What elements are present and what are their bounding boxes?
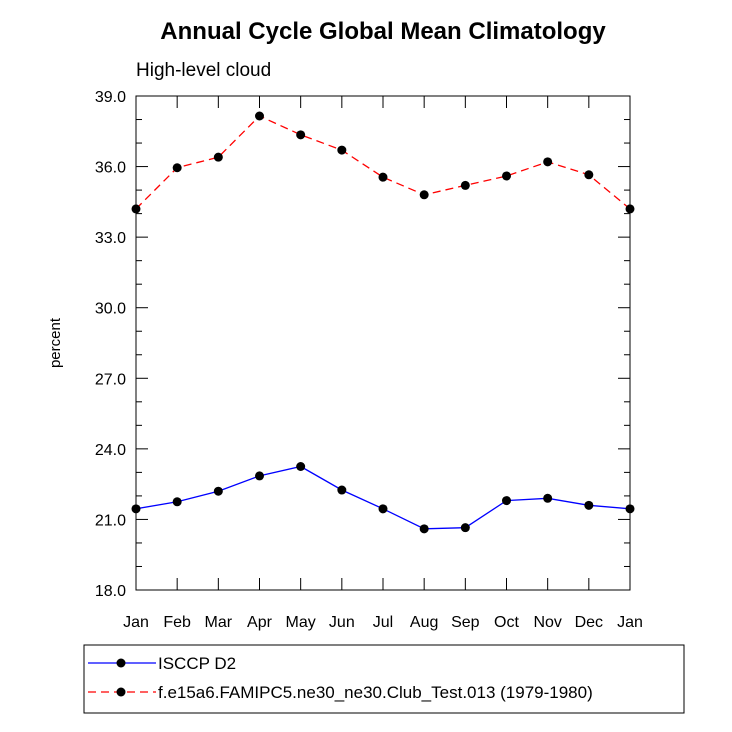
- y-tick-label: 18.0: [95, 583, 126, 600]
- x-tick-label: Sep: [451, 614, 480, 631]
- data-point: [213, 152, 223, 162]
- legend: ISCCP D2 f.e15a6.FAMIPC5.ne30_ne30.Club_T…: [88, 654, 593, 702]
- x-tick-label: Apr: [247, 614, 273, 631]
- x-tick-label: Nov: [533, 614, 561, 631]
- data-point: [378, 504, 388, 514]
- data-point: [337, 145, 347, 155]
- x-tick-label: Dec: [575, 614, 603, 631]
- legend-label-2: f.e15a6.FAMIPC5.ne30_ne30.Club_Test.013 …: [158, 683, 593, 702]
- data-point: [296, 462, 306, 471]
- data-point: [337, 485, 347, 495]
- chart-subtitle: High-level cloud: [136, 60, 271, 81]
- y-tick-label: 24.0: [95, 442, 126, 459]
- series-layer: [131, 111, 635, 534]
- data-point: [255, 471, 264, 481]
- data-point: [172, 163, 182, 173]
- legend-marker: [116, 658, 126, 668]
- x-tick-label: Jul: [373, 614, 393, 631]
- y-axis-label: percent: [47, 317, 64, 368]
- data-point: [131, 504, 141, 514]
- axis-ticks: 18.0 21.0 24.0 27.0 30.0 33.0 36.0 39.0 Jan Feb Ma…: [95, 89, 643, 631]
- data-point: [419, 524, 429, 534]
- data-point: [378, 172, 388, 182]
- y-tick-label: 27.0: [95, 371, 126, 388]
- series-line-1: [135, 465, 631, 530]
- y-tick-label: 36.0: [95, 160, 126, 177]
- y-tick-label: 33.0: [95, 230, 126, 247]
- data-point: [584, 500, 594, 510]
- chart-title: Annual Cycle Global Mean Climatology: [160, 18, 606, 45]
- x-tick-label: Jun: [329, 614, 355, 631]
- data-point: [213, 486, 223, 496]
- x-tick-label: May: [286, 614, 316, 631]
- data-point: [172, 497, 182, 507]
- data-point: [460, 523, 470, 533]
- y-tick-label: 21.0: [95, 512, 126, 529]
- x-tick-label: Aug: [410, 614, 438, 631]
- data-point: [502, 171, 511, 181]
- x-tick-label: Jan: [617, 614, 643, 631]
- data-point: [255, 111, 264, 121]
- x-tick-label: Oct: [494, 614, 519, 631]
- y-tick-label: 30.0: [95, 301, 126, 318]
- data-point: [419, 190, 429, 200]
- data-point: [543, 157, 553, 167]
- legend-box: [83, 644, 685, 714]
- data-point: [296, 130, 306, 140]
- x-tick-label: Mar: [205, 614, 233, 631]
- x-tick-label: Feb: [163, 614, 191, 631]
- data-point: [543, 493, 553, 503]
- legend-marker: [116, 687, 126, 697]
- data-point: [502, 496, 511, 506]
- data-point: [460, 180, 470, 190]
- data-point: [131, 204, 141, 214]
- y-tick-label: 39.0: [95, 89, 126, 106]
- x-tick-label: Jan: [123, 614, 149, 631]
- data-point: [625, 504, 635, 514]
- legend-label-1: ISCCP D2: [158, 654, 236, 673]
- plot-frame: [135, 95, 631, 591]
- data-point: [625, 204, 635, 214]
- series-line-2: [135, 115, 631, 210]
- data-point: [584, 170, 594, 180]
